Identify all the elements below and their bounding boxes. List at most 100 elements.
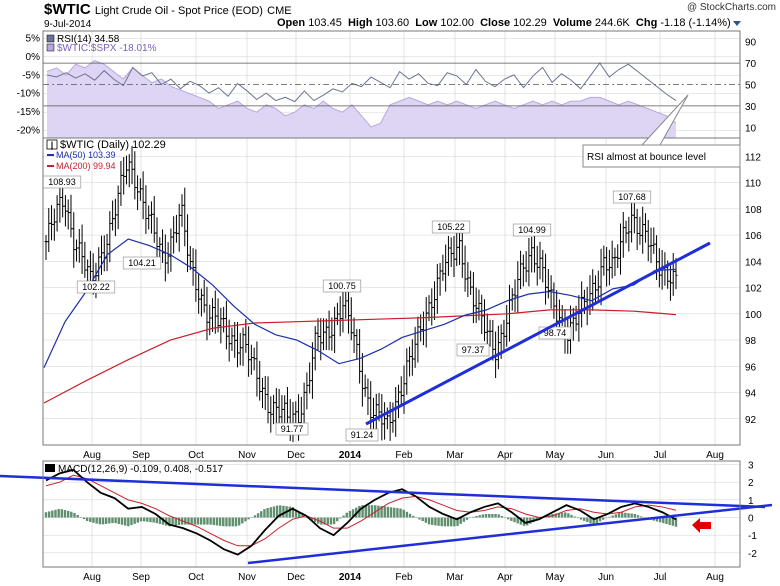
macd-histogram-bar [446, 517, 450, 527]
macd-panel-border [42, 460, 741, 568]
macd-histogram-bar [399, 508, 402, 518]
macd-histogram-bar [323, 517, 326, 525]
macd-histogram-bar [117, 517, 121, 524]
macd-histogram-bar [313, 517, 317, 523]
macd-histogram-bar [193, 517, 196, 525]
month-label: Dec [287, 572, 305, 583]
macd-histogram-bar [184, 517, 187, 525]
macd-histogram-bar [370, 505, 374, 518]
rsi-reference-lines [43, 62, 740, 107]
macd-histogram-bar [51, 510, 54, 518]
macd-histogram-bar [79, 517, 83, 518]
rsi-panel: 5% 0% -5% -10% -15% -20% 90 70 50 30 10 RSI(14) 34… [17, 30, 757, 139]
macd-histogram-bar [85, 517, 89, 522]
macd-histogram-bar [405, 511, 409, 518]
rsi-left-tick: 0% [26, 52, 41, 63]
macd-histogram-bar [624, 512, 627, 518]
macd-histogram-bar [342, 515, 345, 518]
month-label: Jul [654, 450, 667, 461]
macd-histogram-bar [253, 515, 257, 518]
macd-histogram-bar [209, 517, 212, 525]
macd-histogram-bar [139, 517, 143, 522]
month-label: Sep [132, 572, 150, 583]
macd-histogram-bar [671, 517, 675, 526]
macd-histogram-bar [592, 517, 595, 525]
macd-legend: MACD(12,26,9) -0.109, 0.408, -0.517 [45, 464, 224, 475]
macd-axis: 3 2 1 0 -1 -2 [748, 461, 757, 560]
price-axis-tick: 98 [745, 336, 757, 347]
macd-panel: 3 2 1 0 -1 -2 MACD(12,26,9) -0.109, 0.408, -0… [0, 460, 773, 568]
macd-histogram-bar [440, 517, 443, 527]
macd-histogram-bar [266, 508, 269, 518]
macd-histogram-bar [462, 517, 466, 522]
macd-histogram-bar [294, 509, 298, 518]
macd-histogram-bar [560, 512, 564, 518]
macd-histogram-bar [89, 517, 92, 522]
macd-histogram-bar [237, 517, 241, 526]
macd-histogram-bar [66, 510, 70, 518]
support-trendline [365, 241, 711, 426]
macd-axis-tick: 3 [748, 461, 754, 472]
price-annotation-box [512, 223, 552, 237]
macd-histogram-bar [152, 517, 155, 523]
rsi-right-tick: 30 [745, 102, 757, 113]
macd-histogram-bar [304, 517, 307, 518]
macd-histogram-bar [643, 517, 646, 519]
price-annotation-box [431, 220, 471, 234]
macd-histogram-bar [351, 509, 355, 518]
macd-histogram-bar [60, 509, 64, 518]
macd-histogram-bar [275, 505, 279, 518]
month-label: Nov [238, 572, 256, 583]
macd-histogram-bar [298, 512, 301, 518]
macd-histogram-bar [472, 516, 475, 518]
macd-histogram-bar [519, 517, 523, 525]
macd-histogram-bar [586, 517, 589, 523]
rsi-axis: 5% 0% -5% -10% -15% -20% 90 70 50 30 10 [17, 33, 757, 136]
price-annotation: 104.21 [128, 258, 156, 268]
macd-histogram-bar [377, 505, 380, 518]
macd-histogram-bar [332, 517, 336, 525]
macd-histogram-bar [104, 517, 108, 524]
price-legend-label: $WTIC (Daily) 102.29 [60, 139, 166, 151]
month-label: Feb [395, 450, 413, 461]
month-label: 2014 [339, 450, 362, 461]
month-label: Apr [497, 450, 513, 461]
ma50-line [43, 238, 677, 368]
macd-histogram-bar [617, 513, 621, 518]
price-annotation: 107.68 [618, 192, 646, 202]
macd-histogram-bar [500, 516, 504, 518]
macd-histogram-bar [601, 517, 605, 520]
macd-legend-swatch [45, 464, 55, 472]
ma200-legend-label: MA(200) 99.94 [56, 161, 116, 171]
macd-histogram-bar [402, 509, 405, 518]
rsi-right-tick: 50 [745, 81, 757, 92]
price-annotation: 105.22 [437, 222, 465, 232]
macd-histogram-bar [174, 517, 177, 526]
macd-histogram-bar [595, 517, 599, 524]
macd-histogram-bar [421, 517, 424, 522]
price-axis-tick: 112 [745, 152, 761, 163]
chevron-down-icon[interactable] [732, 20, 741, 26]
macd-histogram-bar [579, 517, 583, 520]
price-annotation: 91.24 [351, 430, 374, 440]
macd-histogram-bar [484, 514, 488, 518]
price-axis-tick: 94 [745, 389, 757, 400]
macd-axis-tick: 1 [748, 496, 754, 507]
macd-histogram-bar [570, 514, 573, 518]
price-axis-tick: 106 [745, 231, 762, 242]
macd-histogram-bar [418, 517, 421, 520]
month-label: Aug [83, 450, 101, 461]
rsi-left-tick: -10% [17, 89, 40, 100]
macd-histogram-bar [44, 512, 48, 518]
macd-histogram-bar [120, 517, 124, 525]
price-annotations: 108.93 104.21 102.22 100.75 91.77 91.24 105.22… [42, 175, 652, 442]
rsi-line [46, 62, 677, 103]
ratio-legend-swatch [46, 43, 55, 52]
macd-histogram-bar [633, 513, 637, 518]
price-legend: ┃ $WTIC (Daily) 102.29 MA(50) 103.39 MA(… [46, 139, 166, 171]
macd-histogram-bar [142, 517, 146, 522]
symbol-title: $WTIC Light Crude Oil - Spot Price (EOD)… [44, 1, 292, 18]
price-annotation: 97.37 [462, 345, 485, 355]
macd-histogram-bar [469, 517, 472, 519]
